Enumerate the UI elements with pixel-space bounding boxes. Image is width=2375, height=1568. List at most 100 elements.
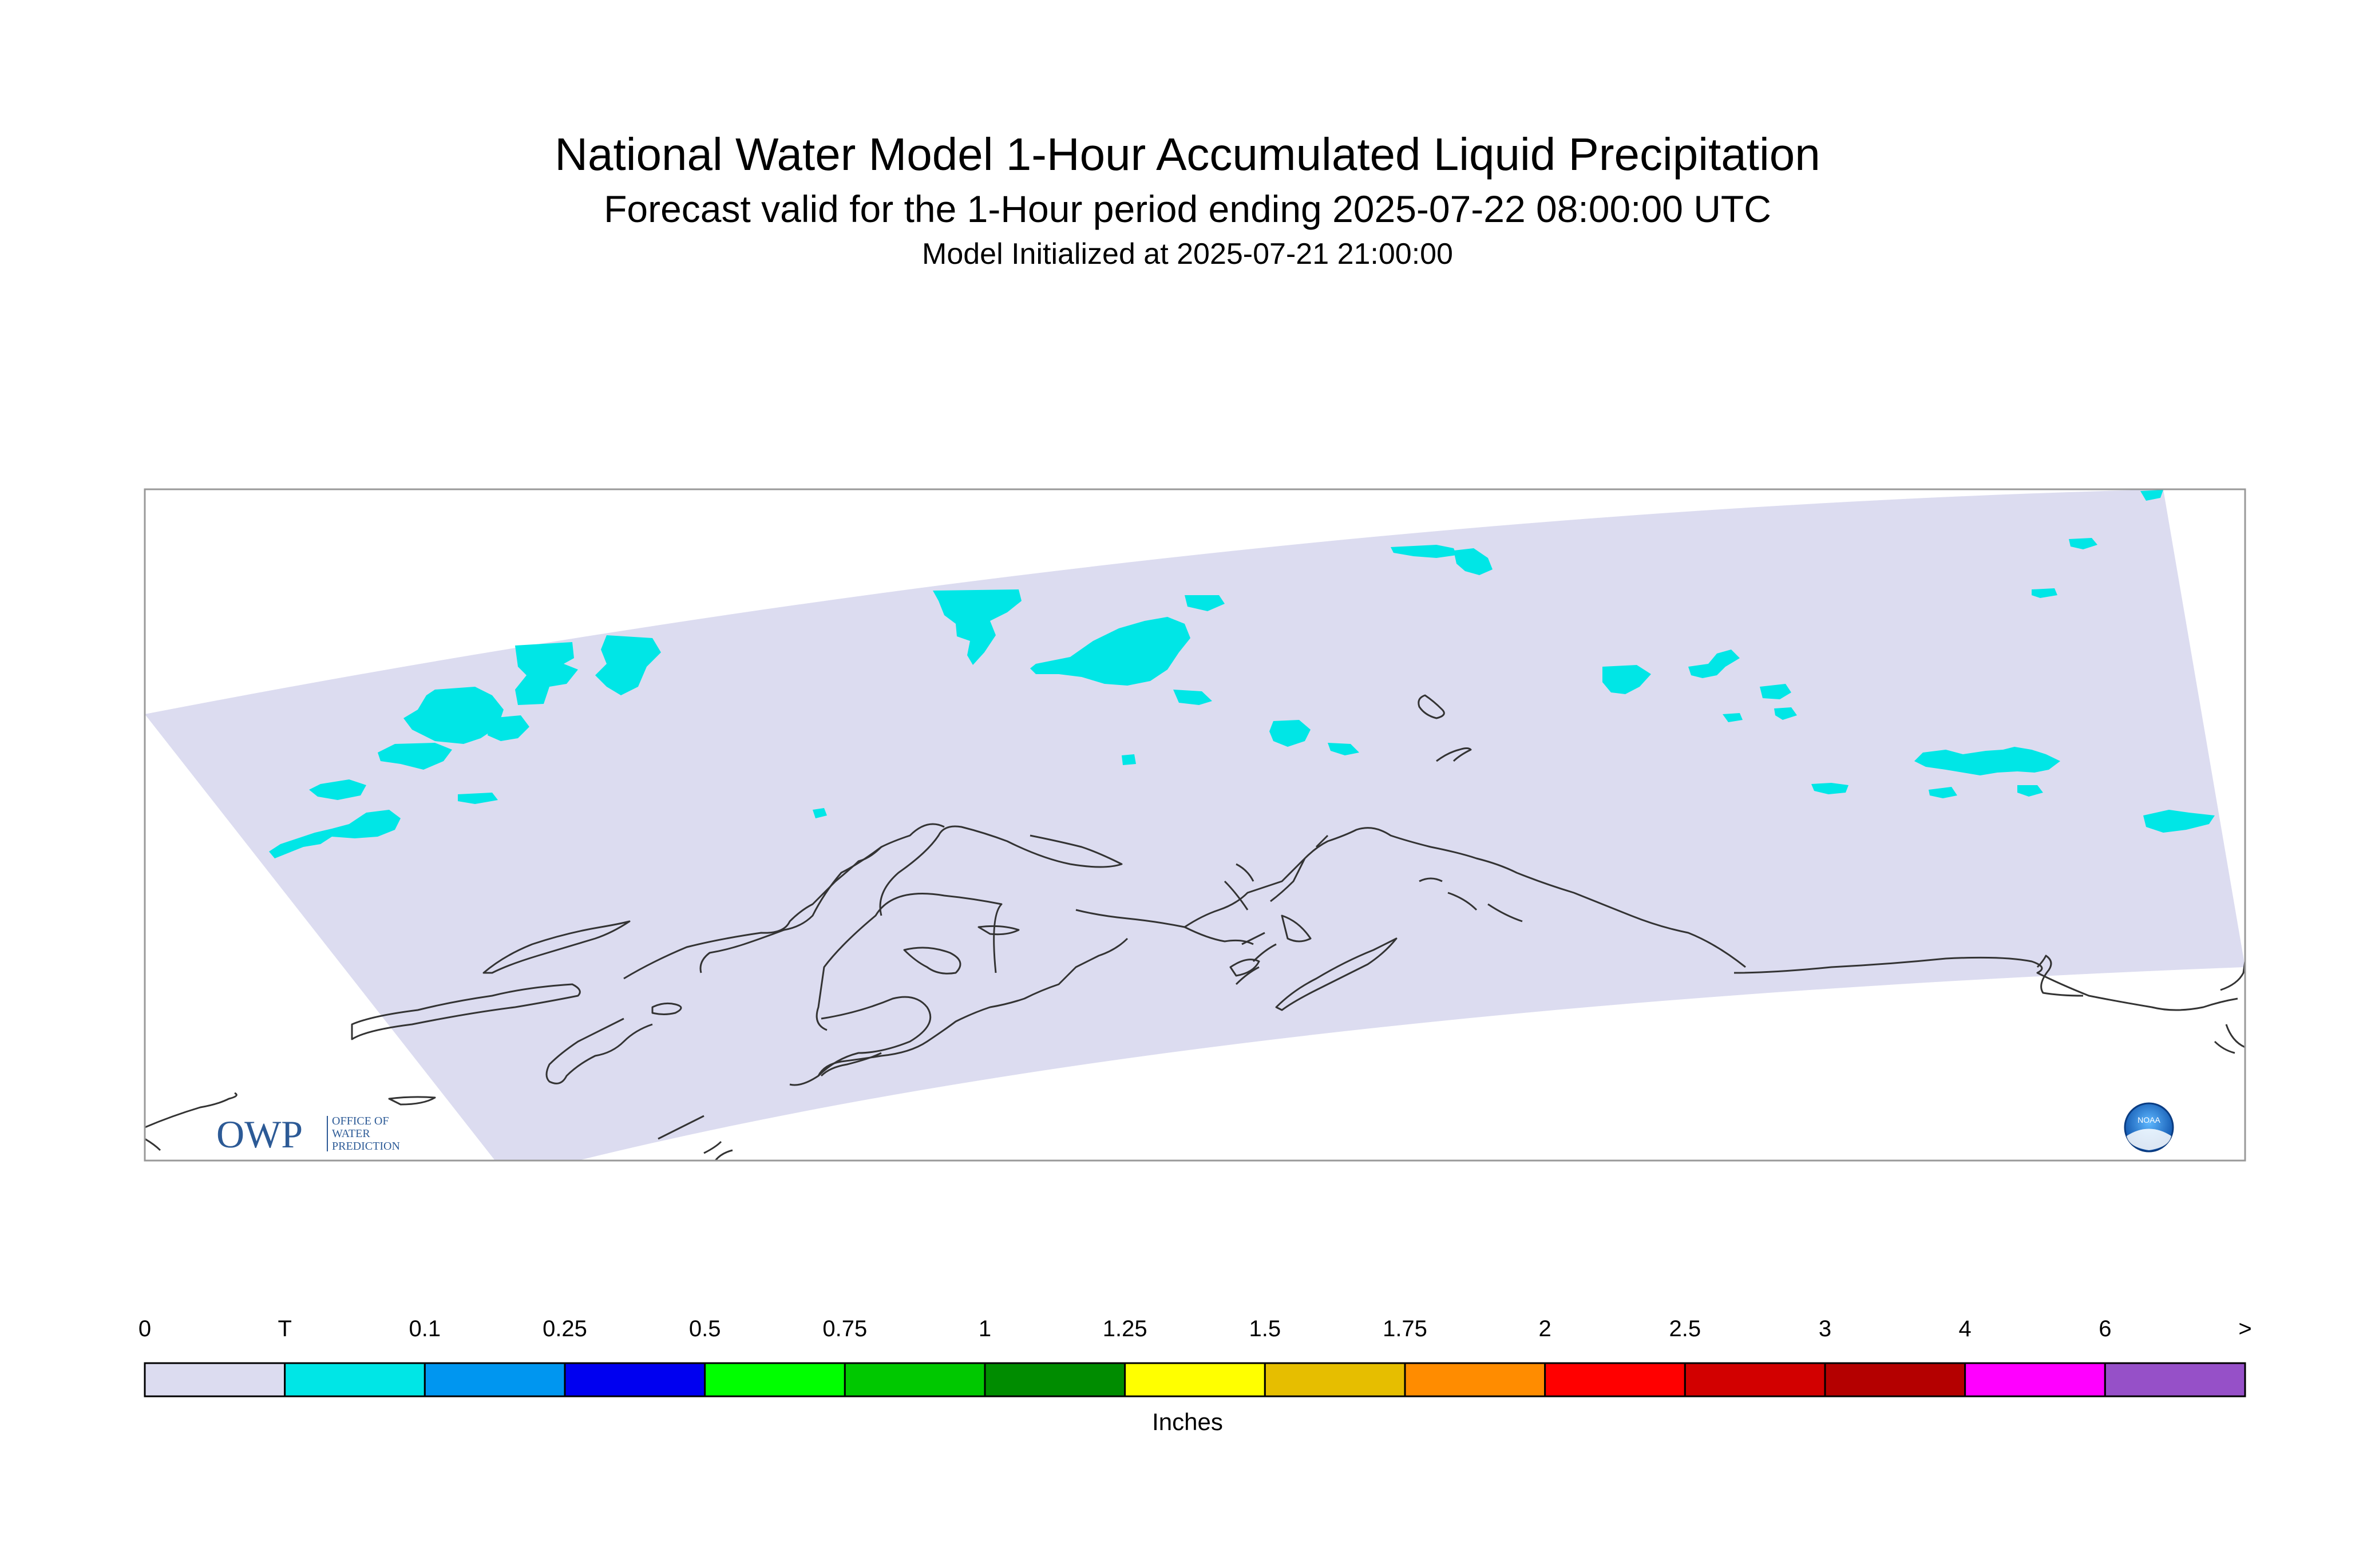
colorbar-swatch — [704, 1362, 846, 1397]
precip-cell — [1723, 713, 1743, 722]
model-init-time: Model Initialized at 2025-07-21 21:00:00 — [922, 237, 1453, 271]
precip-cell — [1454, 548, 1493, 575]
colorbar-tick-label: 1.25 — [1102, 1316, 1147, 1341]
coastline — [903, 947, 961, 975]
coastline — [703, 1141, 733, 1161]
owp-mark: OWP — [216, 1112, 303, 1156]
coastline — [2220, 961, 2245, 1048]
coastline — [1733, 956, 2238, 1011]
colorbar-swatch — [1404, 1362, 1546, 1397]
coastline — [482, 920, 631, 974]
coastline — [977, 925, 1020, 936]
precip-cell — [2069, 538, 2097, 549]
colorbar-swatch — [984, 1362, 1126, 1397]
precip-cell — [2143, 810, 2215, 833]
precip-cell — [1391, 545, 1456, 558]
coastline — [145, 1092, 238, 1151]
colorbar-tick-label: 0.1 — [409, 1316, 441, 1341]
coastline — [351, 983, 581, 1040]
precip-cell — [1185, 595, 1225, 611]
precip-cell — [1030, 617, 1190, 686]
coastline — [1224, 834, 1329, 910]
colorbar-swatch — [423, 1362, 566, 1397]
precip-cell — [1122, 754, 1136, 765]
precip-cell — [1173, 690, 1212, 705]
coastline — [1275, 937, 1398, 1011]
precip-cell — [933, 589, 1022, 665]
noaa-logo: NOAA — [2124, 1102, 2174, 1153]
coastline — [816, 893, 1003, 1031]
precip-cell — [1328, 743, 1359, 755]
colorbar-tick-label: T — [278, 1316, 292, 1341]
colorbar-swatch — [1684, 1362, 1826, 1397]
coastlines — [145, 694, 2245, 1161]
colorbar-swatch — [564, 1362, 706, 1397]
colorbar-swatch — [1124, 1362, 1266, 1397]
map-subtitle: Forecast valid for the 1-Hour period end… — [604, 188, 1771, 230]
precip-cell — [595, 635, 661, 695]
colorbar-tick-label: 2.5 — [1669, 1316, 1701, 1341]
precip-cell — [1774, 707, 1797, 720]
coastline — [1419, 877, 1523, 922]
coastline — [699, 823, 945, 973]
colorbar-swatch — [844, 1362, 986, 1397]
colorbar-swatch — [1544, 1362, 1686, 1397]
colorbar-tick-label: 1.5 — [1249, 1316, 1281, 1341]
colorbar-swatch — [1264, 1362, 1406, 1397]
colorbar-tick-label: 1 — [978, 1316, 992, 1341]
precip-cell — [488, 715, 529, 741]
coastline — [2036, 955, 2084, 997]
map-title: National Water Model 1-Hour Accumulated … — [555, 129, 1820, 180]
precip-cell — [1914, 747, 2060, 775]
coastline — [879, 825, 1123, 916]
colorbar — [144, 1362, 2246, 1397]
colorbar-tick-label: > — [2238, 1316, 2252, 1341]
precip-cell — [458, 793, 498, 804]
precip-cell — [403, 687, 504, 744]
colorbar-tick-label: 2 — [1538, 1316, 1551, 1341]
precip-cell — [1760, 684, 1791, 699]
coastline — [623, 846, 882, 980]
colorbar-tick-label: 1.75 — [1383, 1316, 1427, 1341]
precip-cell — [2017, 785, 2043, 797]
model-domain — [145, 489, 2245, 1161]
coastline — [388, 1096, 436, 1106]
colorbar-tick-label: 6 — [2099, 1316, 2112, 1341]
precip-cell — [1688, 650, 1740, 678]
colorbar-tick-label: 4 — [1958, 1316, 1972, 1341]
coastline — [789, 996, 932, 1086]
precip-cell — [1811, 783, 1848, 794]
colorbar-swatch — [1824, 1362, 1966, 1397]
precip-cell — [2140, 490, 2163, 501]
trace-precip-cells — [269, 490, 2215, 858]
precip-cell — [269, 810, 401, 858]
colorbar-tick-label: 0.5 — [688, 1316, 721, 1341]
coastline — [820, 1052, 882, 1077]
colorbar-units: Inches — [1152, 1408, 1223, 1435]
colorbar-swatch — [1964, 1362, 2106, 1397]
colorbar-tick-label: 0.75 — [822, 1316, 868, 1341]
coastline — [658, 1115, 704, 1140]
precip-cell — [2032, 588, 2057, 598]
coastline — [1229, 959, 1260, 977]
precip-cell — [813, 808, 827, 818]
colorbar-tick-label: 3 — [1818, 1316, 1832, 1341]
precip-cell — [1929, 787, 1957, 798]
owp-line2: WATER — [332, 1127, 370, 1140]
coastline — [1075, 909, 1254, 945]
noaa-mark: NOAA — [2138, 1115, 2160, 1124]
precip-cell — [1269, 720, 1311, 747]
coastline — [545, 1017, 653, 1084]
colorbar-swatch — [2104, 1362, 2246, 1397]
coastline — [1418, 694, 1445, 719]
owp-logo: OWP OFFICE OF WATER PREDICTION — [216, 1112, 400, 1156]
coastline — [1184, 827, 1746, 968]
colorbar-swatch — [144, 1362, 286, 1397]
precip-cell — [515, 642, 578, 705]
coastline — [2214, 1040, 2235, 1054]
precip-cell — [378, 743, 452, 770]
colorbar-tick-label: 0.25 — [543, 1316, 587, 1341]
coastline — [1436, 747, 1472, 762]
coastline — [1281, 914, 1312, 943]
colorbar-tick-label: 0 — [138, 1316, 152, 1341]
